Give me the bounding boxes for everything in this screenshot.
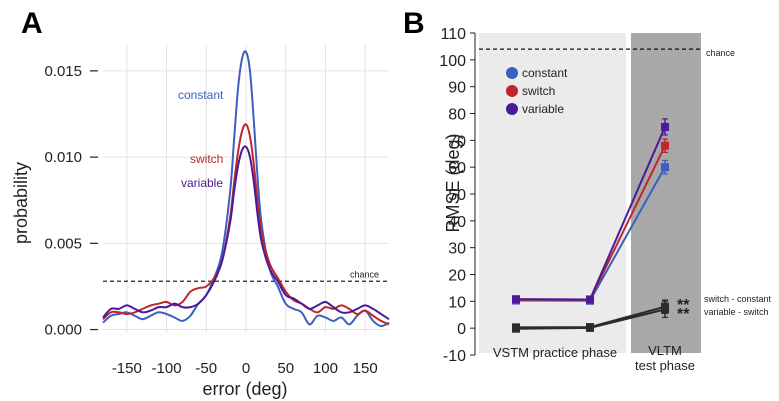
- panel-a-y-tick-label: 0.010: [44, 149, 82, 166]
- panel-b-y-tick-label: 70: [448, 133, 466, 150]
- panel-a-lines: [102, 50, 390, 328]
- data-point: [661, 141, 669, 150]
- panel-a-y-axis-label: probability: [11, 162, 31, 244]
- panel-b-y-tick-label: 100: [439, 53, 466, 70]
- legend-marker-constant: [506, 67, 518, 79]
- panel-b-y-tick-label: 40: [448, 214, 466, 231]
- series-line-variable: [102, 145, 390, 321]
- significance-stars-1: **: [677, 297, 690, 314]
- data-point: [586, 295, 594, 304]
- category-test-label-line1: VLTM: [648, 343, 682, 358]
- panel-a-y-ticks: 0.000 0.005 0.010 0.015: [44, 63, 98, 339]
- significance-stars-2: **: [677, 306, 690, 323]
- panel-b-y-tick-label: 20: [448, 268, 466, 285]
- panel-b-legend: constant switch variable: [506, 66, 568, 116]
- panel-b-y-ticks: -10 0 10 20 30 40 50 60 70 80 90 100 110: [439, 26, 475, 365]
- panel-a-x-tick-label: 0: [242, 360, 250, 377]
- data-point: [512, 295, 520, 304]
- data-point: [661, 163, 669, 172]
- category-test-label-line2: test phase: [635, 358, 695, 373]
- label-switch: switch: [190, 152, 223, 166]
- data-point: [586, 323, 594, 332]
- legend-label-variable: variable: [522, 102, 564, 116]
- panel-a-x-tick-label: -100: [152, 360, 182, 377]
- panel-b-y-tick-label: 0: [457, 321, 466, 338]
- panel-a-x-tick-label: 100: [313, 360, 338, 377]
- category-practice-label: VSTM practice phase: [493, 345, 617, 360]
- panel-b-y-tick-label: 50: [448, 187, 466, 204]
- legend-marker-switch: [506, 85, 518, 97]
- panel-b-y-axis-label: RMSE (deg): [443, 133, 463, 232]
- data-point: [512, 324, 520, 333]
- panel-b-y-tick-label: 60: [448, 160, 466, 177]
- panel-b-chance-label: chance: [706, 48, 735, 58]
- label-constant: constant: [178, 88, 224, 102]
- panel-a-chart: chance -150 -100 -50 0 50 100 150 0.0000.0050.…: [11, 45, 390, 399]
- panel-b-letter: B: [403, 7, 425, 40]
- panel-b-y-tick-label: -10: [443, 348, 466, 365]
- diff-label-switch-constant: switch - constant: [704, 294, 772, 304]
- legend-label-constant: constant: [522, 66, 568, 80]
- panel-a-x-tick-label: 50: [277, 360, 294, 377]
- legend-label-switch: switch: [522, 84, 555, 98]
- panel-a-grid: [103, 45, 389, 333]
- panel-a-x-tick-label: -50: [195, 360, 217, 377]
- data-point: [661, 122, 669, 131]
- diff-label-variable-switch: variable - switch: [704, 307, 769, 317]
- panel-a-letter: A: [21, 7, 43, 40]
- panel-a-x-axis-label: error (deg): [202, 379, 287, 399]
- data-point: [661, 305, 669, 314]
- panel-a-y-tick-label: 0.005: [44, 235, 82, 252]
- panel-b-y-tick-label: 10: [448, 294, 466, 311]
- panel-a-y-tick-label: 0.015: [44, 63, 82, 80]
- legend-marker-variable: [506, 103, 518, 115]
- panel-b-chart: chance -10 0 10 20 30 40 50 60 70 80 90 100 110 cons…: [439, 26, 771, 373]
- label-variable: variable: [181, 176, 223, 190]
- panel-a-y-tick-label: 0.000: [44, 322, 82, 339]
- panel-b-y-tick-label: 80: [448, 107, 466, 124]
- panel-a-x-ticks: -150 -100 -50 0 50 100 150: [112, 360, 378, 377]
- panel-b-y-tick-label: 30: [448, 241, 466, 258]
- series-line-constant: [102, 50, 390, 328]
- panel-b-y-tick-label: 90: [448, 80, 466, 97]
- panel-a-x-tick-label: -150: [112, 360, 142, 377]
- practice-phase-background: [479, 33, 626, 353]
- panel-b-series: [512, 118, 669, 333]
- panel-a-x-tick-label: 150: [353, 360, 378, 377]
- panel-b-y-tick-label: 110: [440, 26, 466, 43]
- panel-a-chance-label: chance: [350, 269, 379, 279]
